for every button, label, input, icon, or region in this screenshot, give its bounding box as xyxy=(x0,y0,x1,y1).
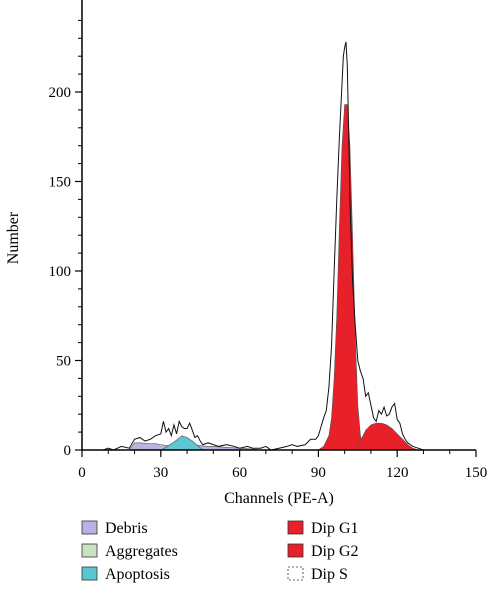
legend-item-dip-s: Dip S xyxy=(287,566,348,583)
x-tick-label: 0 xyxy=(78,465,86,481)
legend: Debris Aggregates Apoptosis Dip G1 Dip G2 Dip… xyxy=(81,520,359,583)
legend-item-debris: Debris xyxy=(81,520,148,537)
y-tick-label: 150 xyxy=(49,175,72,191)
histogram-outline xyxy=(82,41,476,451)
legend-item-dip-g2: Dip G2 xyxy=(287,543,359,560)
legend-swatch xyxy=(287,566,304,581)
legend-swatch xyxy=(287,520,304,535)
series-area-dip-g1 xyxy=(317,104,367,451)
x-tick-label: 150 xyxy=(465,465,488,481)
legend-swatch xyxy=(81,543,98,558)
x-axis-ticks: 0 30 60 90 120 150 xyxy=(78,450,487,481)
y-tick-label: 200 xyxy=(49,85,72,101)
x-tick-label: 90 xyxy=(311,465,326,481)
legend-swatch xyxy=(287,543,304,558)
x-tick-label: 30 xyxy=(153,465,168,481)
legend-label: Dip G2 xyxy=(311,543,359,560)
legend-label: Aggregates xyxy=(105,543,178,560)
legend-item-apoptosis: Apoptosis xyxy=(81,566,170,583)
y-tick-label: 50 xyxy=(56,354,71,370)
legend-swatch xyxy=(81,566,98,581)
legend-item-aggregates: Aggregates xyxy=(81,543,178,560)
series-area-dip-g2 xyxy=(354,422,419,451)
y-tick-label: 0 xyxy=(64,443,72,459)
y-tick-label: 100 xyxy=(49,264,72,280)
legend-label: Dip G1 xyxy=(311,520,359,537)
legend-item-dip-g1: Dip G1 xyxy=(287,520,359,537)
legend-label: Dip S xyxy=(311,566,348,583)
x-axis-title: Channels (PE-A) xyxy=(224,490,334,507)
y-axis-title: Number xyxy=(5,211,22,264)
legend-label: Debris xyxy=(105,520,148,537)
x-tick-label: 120 xyxy=(386,465,409,481)
legend-label: Apoptosis xyxy=(105,566,170,583)
y-axis-ticks: 0 50 100 150 200 xyxy=(49,19,82,459)
plot-area xyxy=(82,41,476,451)
axes: 0 30 60 90 120 150 0 50 100 150 200 Channels (PE-… xyxy=(5,0,487,507)
legend-swatch xyxy=(81,520,98,535)
x-tick-label: 60 xyxy=(232,465,247,481)
series-area-apoptosis xyxy=(160,435,204,451)
